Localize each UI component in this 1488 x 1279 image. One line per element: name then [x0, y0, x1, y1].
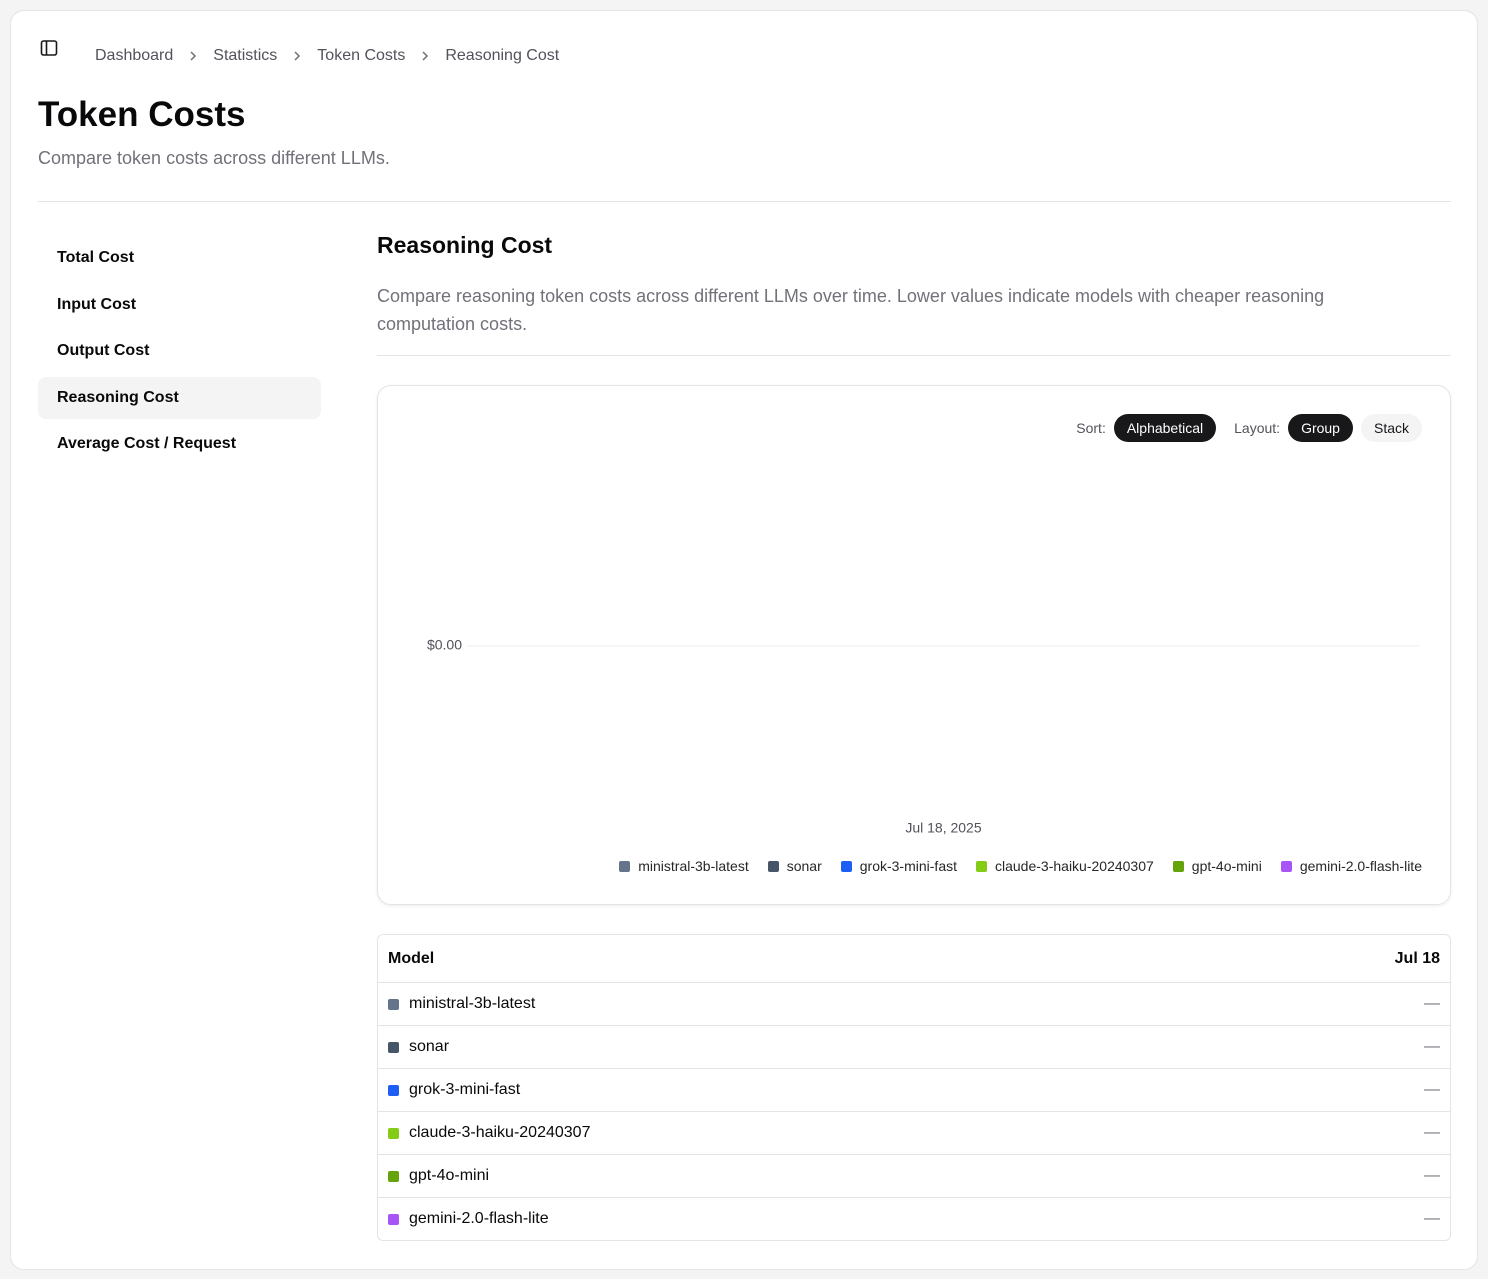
breadcrumb-separator	[294, 51, 301, 61]
page-title: Token Costs	[38, 95, 246, 134]
legend-label: grok-3-mini-fast	[859, 858, 957, 874]
breadcrumb: Dashboard Statistics Token Costs Reasoning …	[95, 47, 559, 65]
legend-label: ministral-3b-latest	[638, 858, 749, 874]
x-tick-label: Jul 18, 2025	[905, 820, 981, 836]
table-row: gemini-2.0-flash-lite —	[378, 1197, 1450, 1240]
nav-item[interactable]: Average Cost / Request	[57, 435, 237, 453]
legend-swatch	[1280, 860, 1292, 872]
row-swatch	[388, 1213, 399, 1225]
page-subtitle: Compare token costs across different LLM…	[38, 148, 390, 168]
row-swatch	[388, 998, 399, 1010]
value-cell: —	[1424, 1081, 1440, 1098]
nav-item[interactable]: Output Cost	[57, 342, 150, 360]
table-row: claude-3-haiku-20240307 —	[378, 1111, 1450, 1154]
data-table: Model Jul 18 ministral-3b-latest — sonar — gro…	[377, 934, 1451, 1241]
value-cell: —	[1424, 1210, 1440, 1227]
legend-label: sonar	[786, 858, 822, 874]
breadcrumb-item[interactable]: Reasoning Cost	[445, 47, 560, 64]
legend-swatch	[840, 860, 852, 872]
side-nav: Total Cost Input Cost Output Cost Reasoning…	[38, 237, 321, 470]
table-row: ministral-3b-latest —	[378, 982, 1450, 1025]
breadcrumb-item[interactable]: Statistics	[213, 47, 278, 64]
legend-item[interactable]: claude-3-haiku-20240307	[976, 858, 1154, 874]
legend: ministral-3b-latest sonar grok-3-mini-fast…	[619, 858, 1422, 874]
header-cell: Jul 18	[1394, 949, 1440, 967]
model-cell: ministral-3b-latest	[388, 995, 535, 1013]
legend-swatch	[619, 860, 631, 872]
legend-item[interactable]: gpt-4o-mini	[1172, 858, 1262, 874]
breadcrumb-item[interactable]: Dashboard	[95, 47, 174, 64]
header-cell: Model	[388, 949, 435, 967]
layout-option[interactable]: Group	[1288, 414, 1353, 442]
model-cell: grok-3-mini-fast	[388, 1081, 520, 1099]
table-header: Model Jul 18	[378, 935, 1450, 982]
legend-swatch	[767, 860, 779, 872]
chart: $0.00 Jul 18, 2025	[427, 637, 1420, 836]
sort-option[interactable]: Alphabetical	[1113, 414, 1217, 442]
chart-controls: Sort: Alphabetical Layout: Group Stack	[1066, 414, 1422, 442]
model-name: gemini-2.0-flash-lite	[409, 1210, 549, 1227]
nav-item[interactable]: Input Cost	[57, 295, 137, 313]
row-swatch	[388, 1170, 399, 1182]
model-name: claude-3-haiku-20240307	[409, 1124, 591, 1141]
chart-card: $0.00 Jul 18, 2025 Sort: Alphabetical Layou…	[377, 385, 1451, 905]
legend-item[interactable]: ministral-3b-latest	[619, 858, 749, 874]
legend-item[interactable]: sonar	[767, 858, 822, 874]
nav-item[interactable]: Reasoning Cost	[38, 376, 321, 419]
legend-swatch	[976, 860, 987, 872]
model-cell: sonar	[388, 1038, 449, 1056]
row-swatch	[388, 1041, 399, 1053]
model-name: grok-3-mini-fast	[409, 1081, 521, 1098]
table-row: grok-3-mini-fast —	[378, 1068, 1450, 1111]
layout-label: Layout:	[1234, 420, 1281, 436]
table-row: gpt-4o-mini —	[378, 1154, 1450, 1197]
breadcrumb-item[interactable]: Token Costs	[317, 47, 406, 64]
y-tick-label: $0.00	[427, 637, 462, 653]
sidebar-toggle[interactable]	[40, 39, 58, 57]
value-cell: —	[1424, 995, 1440, 1012]
breadcrumb-separator	[190, 51, 197, 61]
value-cell: —	[1424, 1167, 1440, 1184]
divider	[377, 355, 1451, 356]
model-cell: gpt-4o-mini	[388, 1167, 489, 1185]
breadcrumb-separator	[422, 51, 429, 61]
divider	[38, 201, 1451, 202]
sort-label: Sort:	[1076, 420, 1106, 436]
app-window: Dashboard Statistics Token Costs Reasoning …	[10, 10, 1478, 1270]
legend-item[interactable]: grok-3-mini-fast	[840, 858, 957, 874]
model-name: ministral-3b-latest	[409, 995, 536, 1012]
chevron	[422, 51, 429, 61]
row-swatch	[388, 1084, 399, 1096]
nav-item[interactable]: Total Cost	[57, 249, 135, 266]
model-cell: claude-3-haiku-20240307	[388, 1124, 590, 1142]
legend-label: claude-3-haiku-20240307	[995, 858, 1154, 874]
model-name: sonar	[409, 1038, 450, 1055]
value-cell: —	[1424, 1124, 1440, 1141]
row-swatch	[388, 1127, 399, 1139]
legend-item[interactable]: gemini-2.0-flash-lite	[1280, 858, 1422, 874]
model-name: gpt-4o-mini	[409, 1167, 490, 1184]
legend-label: gemini-2.0-flash-lite	[1299, 858, 1422, 874]
chevron	[190, 51, 197, 61]
model-cell: gemini-2.0-flash-lite	[388, 1210, 549, 1228]
legend-swatch	[1172, 860, 1184, 872]
layout-option[interactable]: Stack	[1360, 414, 1422, 442]
legend-label: gpt-4o-mini	[1191, 858, 1262, 874]
value-cell: —	[1424, 1038, 1440, 1055]
chevron	[294, 51, 301, 61]
section-description: Compare reasoning token costs across dif…	[377, 286, 1325, 334]
section-title: Reasoning Cost	[377, 232, 553, 258]
table-row: sonar —	[378, 1025, 1450, 1068]
